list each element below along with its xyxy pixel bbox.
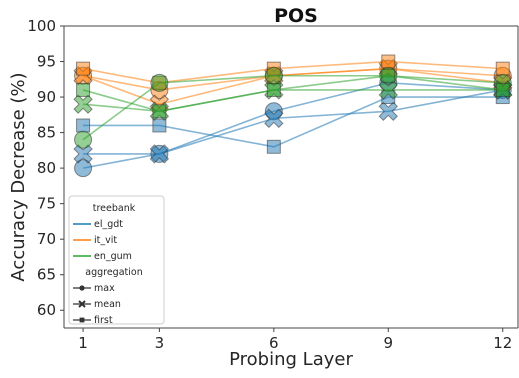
legend-title-treebank: treebank (93, 203, 136, 214)
legend-label-mean: mean (94, 299, 121, 310)
legend-title-aggregation: aggregation (85, 267, 142, 278)
data-point-el_gdt-mean (149, 144, 170, 164)
legend-label-en_gum: en_gum (94, 251, 132, 262)
legend-marker-mean (78, 300, 86, 308)
y-tick-label: 85 (37, 124, 56, 142)
legend-frame (68, 195, 165, 325)
series-layer (73, 54, 513, 178)
y-tick-label: 90 (37, 88, 56, 106)
data-point-el_gdt-first (152, 118, 167, 133)
data-point-en_gum-first (381, 68, 396, 83)
data-point-it_vit-first (381, 54, 396, 69)
series-line-el_gdt-first (83, 96, 503, 148)
legend-marker-max (79, 285, 85, 291)
x-tick-labels: 1 3 6 9 12 (78, 328, 512, 352)
data-point-it_vit-first (76, 61, 91, 76)
y-tick-label: 70 (37, 230, 56, 248)
y-tick-label: 100 (27, 17, 56, 35)
legend-label-it_vit: it_vit (94, 235, 117, 246)
y-tick-label: 80 (37, 159, 56, 177)
data-point-el_gdt-first (76, 118, 91, 133)
legend-label-max: max (94, 283, 115, 294)
series-el_gdt-first (76, 90, 510, 154)
legend-label-el_gdt: el_gdt (94, 219, 123, 230)
y-tick-labels: 60 65 70 75 80 85 90 95 100 (27, 17, 64, 319)
data-point-it_vit-first (495, 61, 510, 76)
data-point-en_gum-max (74, 130, 93, 149)
data-point-el_gdt-mean (264, 108, 284, 129)
data-point-el_gdt-first (266, 139, 281, 154)
x-tick-label: 3 (155, 334, 165, 352)
data-point-el_gdt-max (74, 159, 93, 178)
legend-label-first: first (94, 315, 113, 326)
y-axis-label: Accuracy Decrease (%) (8, 72, 29, 281)
y-tick-label: 75 (37, 195, 56, 213)
series-en_gum-first (76, 68, 510, 119)
legend-marker-first (79, 317, 85, 323)
x-tick-label: 6 (269, 334, 279, 352)
data-point-en_gum-first (152, 104, 167, 119)
x-axis-label: Probing Layer (229, 349, 353, 370)
legend: treebank el_gdt it_vit en_gum aggregation max… (68, 195, 165, 326)
data-point-en_gum-first (495, 82, 510, 97)
data-point-en_gum-first (76, 82, 91, 97)
x-tick-label: 1 (78, 334, 88, 352)
y-tick-label: 65 (37, 266, 56, 284)
chart-title: POS (274, 5, 318, 27)
data-point-en_gum-first (266, 82, 281, 97)
x-tick-label: 9 (384, 334, 394, 352)
y-tick-label: 95 (37, 53, 56, 71)
y-tick-label: 60 (37, 301, 56, 319)
series-el_gdt-mean (73, 80, 513, 164)
data-point-en_gum-max (150, 73, 169, 92)
x-tick-label: 12 (493, 334, 512, 352)
